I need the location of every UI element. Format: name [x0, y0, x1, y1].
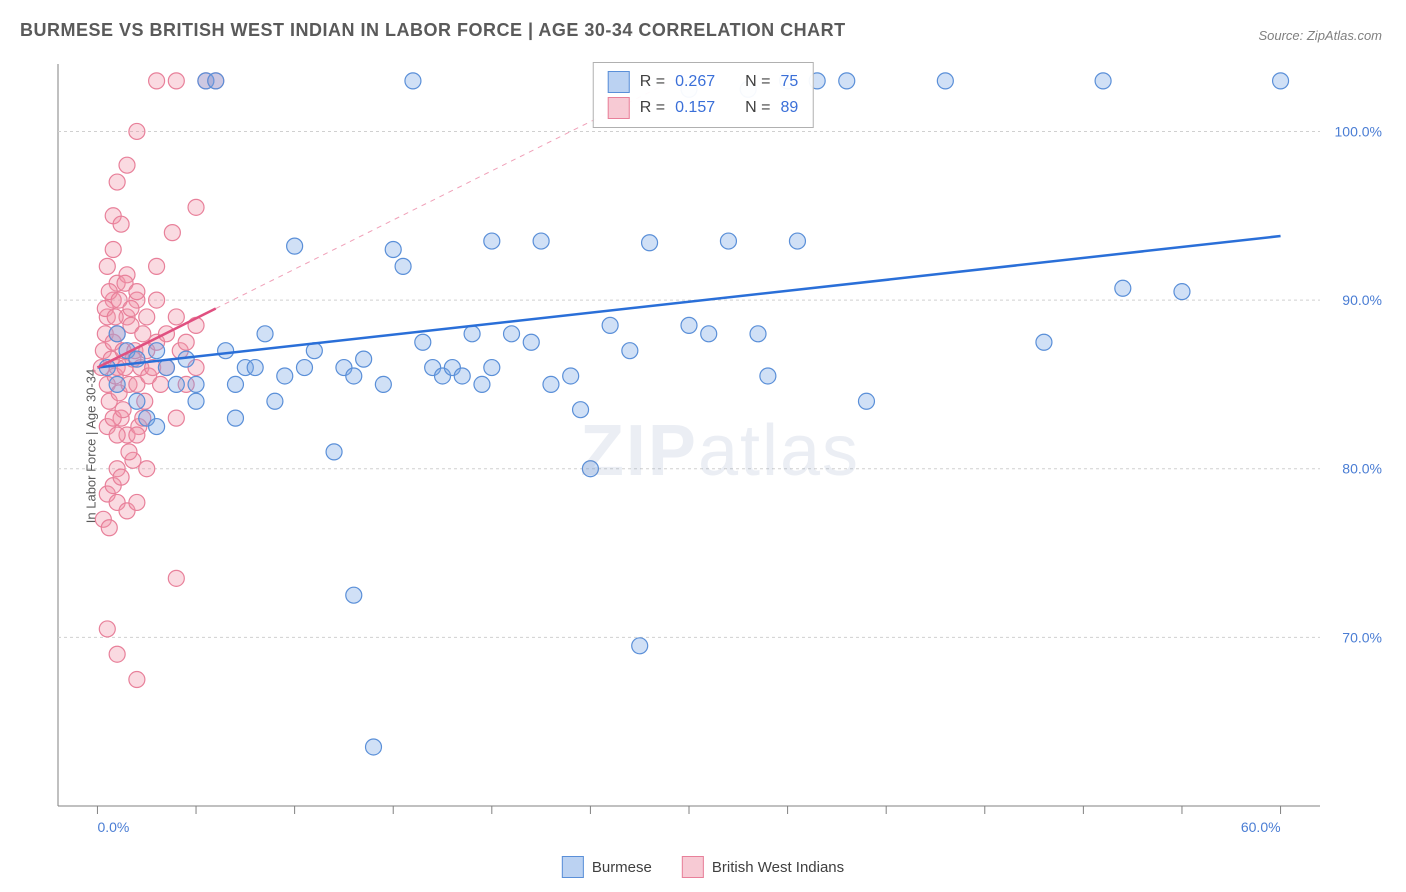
- stats-swatch-bwi: [608, 97, 630, 119]
- svg-text:70.0%: 70.0%: [1342, 629, 1382, 645]
- legend-swatch: [562, 856, 584, 878]
- legend-label: Burmese: [592, 859, 652, 876]
- r-label: R =: [640, 99, 665, 117]
- svg-text:0.0%: 0.0%: [97, 819, 129, 835]
- n-label: N =: [745, 73, 770, 91]
- stats-swatch-burmese: [608, 71, 630, 93]
- n-label: N =: [745, 99, 770, 117]
- chart-container: BURMESE VS BRITISH WEST INDIAN IN LABOR …: [0, 0, 1406, 892]
- n-value: 75: [780, 73, 798, 91]
- svg-text:60.0%: 60.0%: [1241, 819, 1281, 835]
- svg-text:80.0%: 80.0%: [1342, 461, 1382, 477]
- r-value: 0.267: [675, 73, 715, 91]
- n-value: 89: [780, 99, 798, 117]
- scatter-chart-svg: 70.0% 80.0% 90.0% 100.0% 0.0% 60.0%: [50, 60, 1390, 842]
- svg-text:90.0%: 90.0%: [1342, 292, 1382, 308]
- stats-row: R = 0.157 N = 89: [608, 95, 799, 121]
- r-value: 0.157: [675, 99, 715, 117]
- legend-item-burmese: Burmese: [562, 856, 652, 878]
- correlation-stats-box: R = 0.267 N = 75 R = 0.157 N = 89: [593, 62, 814, 128]
- legend: Burmese British West Indians: [562, 856, 844, 878]
- chart-title: BURMESE VS BRITISH WEST INDIAN IN LABOR …: [20, 20, 846, 41]
- source-attribution: Source: ZipAtlas.com: [1258, 28, 1382, 43]
- r-label: R =: [640, 73, 665, 91]
- plot-area: 70.0%80.0%90.0%100.0%0.0%60.0% ZIPatlas: [50, 60, 1390, 842]
- svg-text:100.0%: 100.0%: [1335, 123, 1382, 139]
- legend-label: British West Indians: [712, 859, 844, 876]
- legend-item-bwi: British West Indians: [682, 856, 844, 878]
- stats-row: R = 0.267 N = 75: [608, 69, 799, 95]
- legend-swatch: [682, 856, 704, 878]
